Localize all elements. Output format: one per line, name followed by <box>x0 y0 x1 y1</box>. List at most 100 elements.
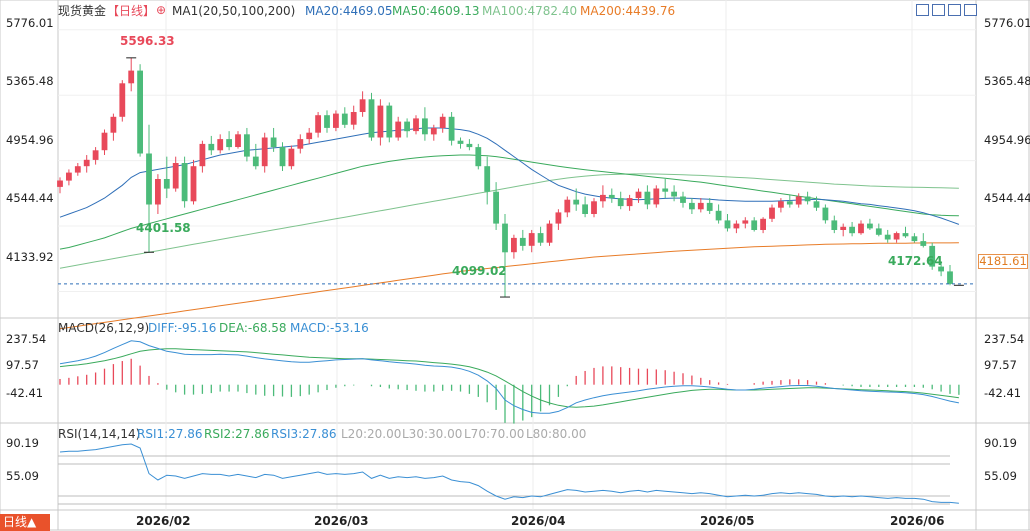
candle-body <box>252 156 259 167</box>
candle-body <box>226 139 232 148</box>
candle-body <box>350 112 357 125</box>
candle-body <box>733 223 740 229</box>
candle-body <box>74 166 81 173</box>
candle-body <box>217 139 224 151</box>
candle-body <box>137 70 143 154</box>
candle-body <box>466 143 473 148</box>
fit-icon[interactable] <box>948 4 961 16</box>
macd-tick-left-2: -42.41 <box>6 386 44 400</box>
x-label-4: 2026/06 <box>890 514 945 528</box>
ma100-value: MA100:4782.40 <box>482 4 578 18</box>
candle-body <box>858 223 864 234</box>
candle-body <box>564 199 571 213</box>
price-tick-right-2: 4954.96 <box>984 133 1030 147</box>
rsi-tick-left-1: 55.09 <box>6 469 39 483</box>
period-dropdown-icon[interactable]: ⊕ <box>156 3 167 17</box>
candle-body <box>644 191 651 205</box>
candle-body <box>751 220 758 230</box>
candle-body <box>172 163 179 189</box>
candle-body <box>315 115 321 133</box>
candle-body <box>769 207 775 219</box>
candle-body <box>484 166 491 192</box>
candle-body <box>947 271 953 284</box>
candle-body <box>110 116 117 133</box>
candle-body <box>831 220 838 230</box>
candle-body <box>297 139 304 149</box>
price-tick-right-1: 5365.48 <box>984 74 1030 88</box>
candle-body <box>386 105 393 138</box>
candle-body <box>706 202 713 211</box>
candle-body <box>546 223 553 243</box>
settings-icon[interactable] <box>964 4 977 16</box>
candle-body <box>359 99 366 112</box>
candle-body <box>867 223 873 229</box>
macd-macd-value: MACD:-53.16 <box>290 321 369 335</box>
candle-body <box>57 180 63 187</box>
candle-body <box>902 233 909 237</box>
candle-body <box>404 121 410 132</box>
rsi3-value: RSI3:27.86 <box>271 427 337 441</box>
rsi-l70-value: L70:70.00 <box>464 427 525 441</box>
low-annotation-2: 4099.02 <box>452 264 507 278</box>
candle-body <box>395 121 402 138</box>
candle-body <box>519 237 526 246</box>
candle-body <box>190 166 197 202</box>
period-label[interactable]: 【日线】 <box>107 4 156 18</box>
candle-body <box>626 198 633 207</box>
rsi-label: RSI(14,14,14) <box>58 427 141 441</box>
candle-body <box>938 266 944 272</box>
candle-body <box>430 128 437 135</box>
zoom-in-icon[interactable] <box>916 4 929 16</box>
zoom-out-icon[interactable] <box>932 4 945 16</box>
price-tick-left-2: 4954.96 <box>6 133 54 147</box>
candle-body <box>849 226 855 234</box>
macd-tick-right-2: -42.41 <box>984 386 1022 400</box>
candle-body <box>813 201 820 208</box>
candle-body <box>422 118 428 135</box>
macd-tick-right-0: 237.54 <box>984 332 1025 346</box>
candle-body <box>457 140 464 144</box>
price-tick-left-4: 4133.92 <box>6 250 54 264</box>
brand-logo: 日线▲ <box>0 514 50 531</box>
candle-body <box>822 207 829 221</box>
candle-body <box>475 147 482 167</box>
rsi-l30-value: L30:30.00 <box>402 427 463 441</box>
low-annotation-1: 4401.58 <box>136 221 191 235</box>
candle-body <box>324 115 330 128</box>
candle-body <box>840 226 847 230</box>
current-price-label: 4181.61 <box>978 254 1028 269</box>
candle-body <box>689 202 695 210</box>
candle-body <box>288 148 295 167</box>
rsi-l80-value: L80:80.00 <box>526 427 587 441</box>
candle-body <box>929 245 936 267</box>
candle-body <box>119 83 126 117</box>
candle-body <box>493 191 499 224</box>
candle-body <box>920 241 927 246</box>
candle-body <box>804 196 811 202</box>
x-label-0: 2026/02 <box>136 514 191 528</box>
last-low-annotation: 4172.64 <box>888 254 943 268</box>
macd-tick-left-0: 237.54 <box>6 332 47 346</box>
candle-body <box>270 137 277 148</box>
candle-body <box>555 212 562 224</box>
candle-body <box>528 233 535 246</box>
price-tick-right-3: 4544.44 <box>984 191 1030 205</box>
candle-body <box>591 201 597 214</box>
macd-diff-line <box>59 340 959 414</box>
candle-body <box>244 134 250 157</box>
ma20-value: MA20:4469.05 <box>305 4 393 18</box>
candle-body <box>208 143 215 151</box>
candle-body <box>155 179 161 205</box>
candle-body <box>617 198 624 207</box>
candle-body <box>662 188 669 192</box>
candle-body <box>893 233 900 240</box>
macd-dea-line <box>59 348 959 408</box>
x-label-2: 2026/04 <box>511 514 566 528</box>
candle-body <box>146 153 152 205</box>
price-tick-left-0: 5776.01 <box>6 16 54 30</box>
rsi-line <box>59 443 959 504</box>
price-tick-right-0: 5776.01 <box>984 16 1030 30</box>
price-tick-left-1: 5365.48 <box>6 74 54 88</box>
candle-body <box>502 223 508 253</box>
